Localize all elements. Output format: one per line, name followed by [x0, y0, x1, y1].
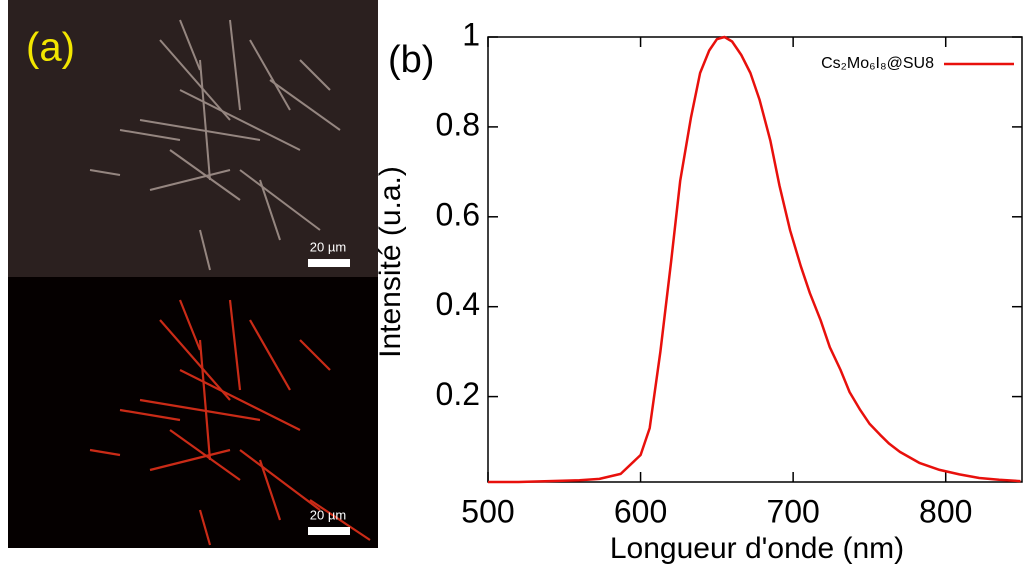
fibers-fluorescence — [89, 299, 371, 546]
y-tick-label: 0.4 — [436, 286, 480, 322]
micrographs: (a) 20 µm 20 µm — [8, 0, 378, 548]
fluorescence-image — [8, 277, 378, 548]
scale-bar — [308, 259, 350, 267]
x-tick-label: 500 — [461, 493, 514, 529]
fibers-optical — [89, 19, 341, 271]
y-tick-label: 0.2 — [436, 376, 480, 412]
panel-label: (a) — [26, 26, 75, 70]
plot-frame — [487, 36, 1023, 483]
x-axis-label: Longueur d'onde (nm) — [610, 532, 904, 565]
series-line — [488, 35, 1021, 484]
legend-label: Cs₂Mo₆I₈@SU8 — [821, 55, 934, 72]
y-axis-label: Intensité (u.a.) — [374, 166, 407, 358]
x-tick-label: 800 — [919, 493, 972, 529]
x-tick-label: 700 — [766, 493, 819, 529]
y-tick-label: 0.8 — [436, 106, 480, 142]
y-tick-label: 1 — [462, 16, 480, 52]
panel-label: (b) — [388, 39, 434, 81]
optical-image — [8, 0, 378, 277]
y-tick-label: 0.6 — [436, 196, 480, 232]
scale-bar-label: 20 µm — [310, 507, 346, 522]
scale-bar — [308, 527, 350, 535]
x-tick-label: 600 — [614, 493, 667, 529]
scale-bar-label: 20 µm — [310, 239, 346, 254]
